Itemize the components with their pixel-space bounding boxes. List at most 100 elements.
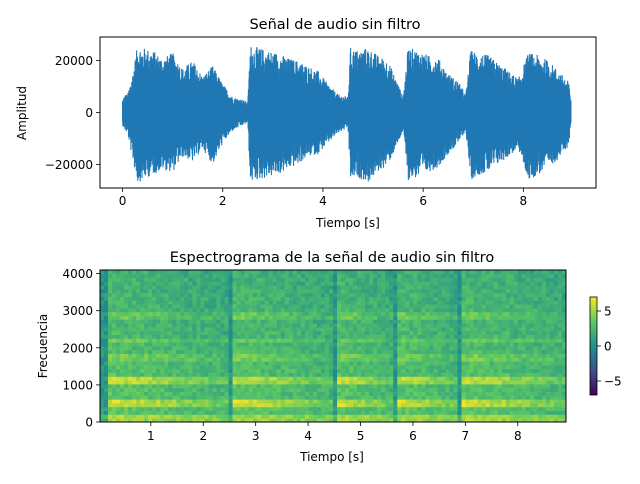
spectrogram-cell	[248, 353, 254, 358]
spectrogram-cell	[385, 365, 390, 370]
spectrogram-cell	[324, 285, 330, 290]
spectrogram-cell	[168, 403, 173, 408]
spectrogram-cell	[353, 395, 358, 400]
spectrogram-cell	[236, 281, 242, 286]
spectrogram-cell	[533, 315, 539, 320]
spectrogram-cell	[525, 273, 531, 278]
spectrogram-cell	[244, 365, 250, 370]
spectrogram-cell	[545, 277, 551, 282]
spectrogram-cell	[421, 414, 426, 419]
spectrogram-cell	[320, 338, 326, 343]
spectrogram-cell	[140, 338, 145, 343]
spectrogram-cell	[136, 330, 141, 335]
spectrogram-cell	[417, 353, 422, 358]
spectrogram-cell	[100, 330, 105, 335]
spectrogram-cell	[100, 387, 105, 392]
spectrogram-cell	[216, 414, 221, 419]
spectrogram-cell	[557, 414, 563, 419]
spectrogram-cell	[292, 342, 298, 347]
spectrogram-cell	[192, 342, 197, 347]
spectrogram-cell	[156, 342, 161, 347]
spectrogram-cell	[136, 368, 141, 373]
spectrogram-cell	[449, 315, 454, 320]
spectrogram-cell	[381, 349, 386, 354]
spectrogram-cell	[164, 372, 169, 377]
spectrogram-cell	[449, 365, 454, 370]
spectrogram-cell	[244, 349, 250, 354]
spectrogram-cell	[248, 311, 254, 316]
spectrogram-cell	[264, 277, 270, 282]
spectrogram-cell	[180, 403, 185, 408]
spectrogram-cell	[104, 308, 109, 313]
spectrogram-cell	[525, 406, 531, 411]
spectrogram-cell	[361, 334, 366, 339]
spectrogram-cell	[349, 311, 354, 316]
spectrogram-cell	[124, 273, 129, 278]
spectrogram-cell	[304, 273, 310, 278]
spectrogram-cell	[144, 376, 149, 381]
spectrogram-cell	[357, 327, 362, 332]
spectrogram-cell	[345, 342, 350, 347]
spectrogram-cell	[252, 273, 258, 278]
spectrogram-cell	[180, 289, 185, 294]
spectrogram-cell	[312, 296, 318, 301]
spectrogram-cell	[264, 304, 270, 309]
spectrogram-cell	[361, 342, 366, 347]
spectrogram-cell	[316, 300, 322, 305]
spectrogram-cell	[312, 376, 318, 381]
spectrogram-cell	[513, 300, 519, 305]
spectrogram-cell	[176, 368, 181, 373]
spectrogram-cell	[513, 399, 519, 404]
spectrogram-cell	[473, 395, 479, 400]
spectrogram-cell	[397, 296, 402, 301]
spectrogram-cell	[236, 376, 242, 381]
spectrogram-cell	[429, 368, 434, 373]
spectrogram-cell	[264, 296, 270, 301]
spectrogram-cell	[300, 376, 306, 381]
spectrogram-cell	[513, 273, 519, 278]
spectrogram-cell	[180, 399, 185, 404]
spectrogram-cell	[148, 414, 153, 419]
spectrogram-cell	[341, 277, 346, 282]
spectrogram-cell	[513, 304, 519, 309]
spectrogram-cell	[216, 342, 221, 347]
spectrogram-cell	[180, 342, 185, 347]
spectrogram-cell	[200, 361, 205, 366]
spectrogram-cell	[449, 338, 454, 343]
spectrogram-cell	[152, 414, 157, 419]
spectrogram-cell	[517, 376, 523, 381]
spectrogram-cell	[341, 327, 346, 332]
spectrogram-cell	[493, 414, 499, 419]
spectrogram-cell	[200, 315, 205, 320]
spectrogram-cell	[296, 281, 302, 286]
spectrogram-cell	[389, 349, 394, 354]
spectrogram-cell	[401, 395, 406, 400]
spectrogram-cell	[128, 281, 133, 286]
spectrogram-cell	[284, 361, 290, 366]
spectrogram-cell	[176, 308, 181, 313]
spectrogram-cell	[333, 418, 338, 423]
spectrogram-cell	[168, 342, 173, 347]
spectrogram-cell	[136, 349, 141, 354]
spectrogram-cell	[513, 353, 519, 358]
spectrogram-cell	[385, 342, 390, 347]
spectrogram-cell	[365, 361, 370, 366]
spectrogram-cell	[224, 376, 229, 381]
spectrogram-cell	[160, 399, 165, 404]
spectrogram-cell	[132, 410, 137, 415]
spectrogram-cell	[280, 384, 286, 389]
spectrogram-cell	[108, 368, 113, 373]
spectrogram-cell	[461, 384, 466, 389]
spectrogram-cell	[300, 323, 306, 328]
waveform-signal-line	[122, 47, 572, 182]
spectrogram-cell	[385, 380, 390, 385]
spectrogram-cell	[413, 323, 418, 328]
spectrogram-cell	[477, 327, 483, 332]
spectrogram-cell	[513, 361, 519, 366]
spectrogram-cell	[465, 380, 470, 385]
spectrogram-cell	[160, 285, 165, 290]
spectrogram-cell	[525, 311, 531, 316]
spectrogram-cell	[196, 346, 201, 351]
spectrogram-cell	[232, 410, 237, 415]
spectrogram-cell	[525, 361, 531, 366]
